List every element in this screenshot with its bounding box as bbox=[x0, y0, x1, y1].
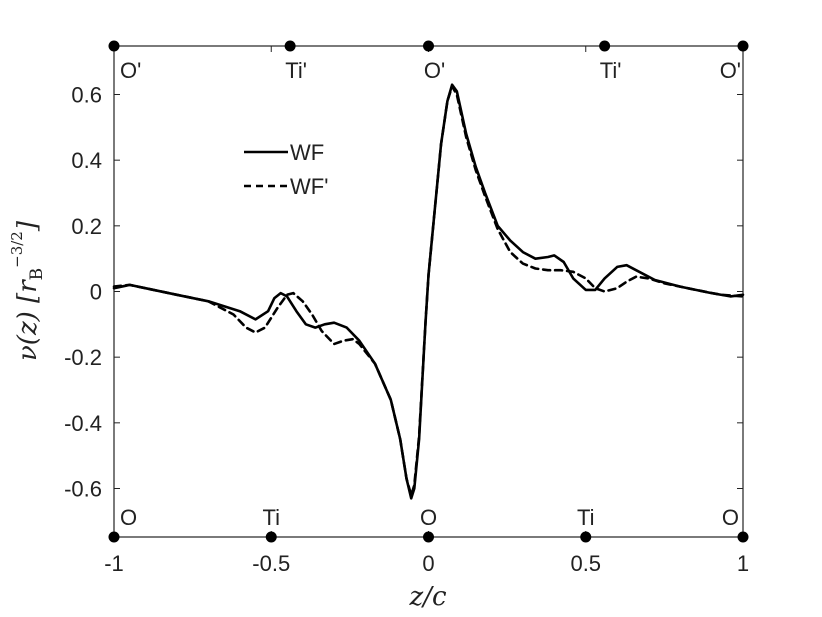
atom-label-top: O' bbox=[720, 58, 741, 83]
x-axis-label: z/c bbox=[408, 582, 446, 612]
atom-marker-bottom bbox=[580, 531, 592, 543]
atom-marker-bottom bbox=[423, 531, 434, 543]
y-tick-label: 0.4 bbox=[71, 148, 102, 173]
x-tick-label: 1 bbox=[737, 551, 749, 576]
ticks-layer: -1 -0.5 0 0.5 1 -0.6 -0.4 -0.2 0 0.2 0.4 0.6 bbox=[64, 46, 749, 576]
legend-label-wf: WF bbox=[290, 140, 324, 165]
legend: WF WF' bbox=[244, 140, 328, 199]
y-tick-label: 0 bbox=[90, 280, 102, 305]
series-layer bbox=[112, 83, 745, 500]
atom-marker-bottom bbox=[265, 531, 277, 543]
atom-marker-top bbox=[737, 40, 749, 52]
atom-marker-top bbox=[108, 40, 120, 52]
atom-marker-top bbox=[284, 40, 296, 52]
y-axis-label: ν(z) [rB−3/2] bbox=[8, 220, 47, 361]
atom-marker-bottom bbox=[737, 531, 749, 543]
atom-label-top: O' bbox=[120, 58, 141, 83]
atom-label-bottom: Ti bbox=[577, 505, 595, 530]
series-line-wf bbox=[112, 83, 745, 500]
atom-label-bottom: O bbox=[120, 505, 137, 530]
x-tick-label: 0 bbox=[422, 551, 434, 576]
atom-marker-top bbox=[423, 40, 434, 52]
y-tick-label: -0.4 bbox=[64, 411, 102, 436]
y-tick-label: 0.6 bbox=[71, 83, 102, 108]
atom-label-top: Ti' bbox=[600, 58, 622, 83]
series-line-wfprime bbox=[112, 85, 745, 497]
atom-label-bottom: O bbox=[420, 505, 437, 530]
atom-label-bottom: O bbox=[722, 505, 739, 530]
atom-marker-bottom bbox=[108, 531, 120, 543]
legend-label-wfprime: WF' bbox=[290, 174, 328, 199]
atom-marker-top bbox=[599, 40, 611, 52]
atom-label-bottom: Ti bbox=[262, 505, 280, 530]
x-tick-label: -1 bbox=[104, 551, 124, 576]
svg-text:ν(z) [rB−3/2]: ν(z) [rB−3/2] bbox=[8, 220, 47, 361]
atoms-layer: O' Ti' O' Ti' O' O Ti O Ti O bbox=[108, 40, 749, 543]
atom-label-top: O' bbox=[424, 58, 445, 83]
x-tick-label: -0.5 bbox=[252, 551, 290, 576]
x-tick-label: 0.5 bbox=[570, 551, 601, 576]
atom-label-top: Ti' bbox=[285, 58, 307, 83]
y-tick-label: -0.2 bbox=[64, 345, 102, 370]
y-tick-label: -0.6 bbox=[64, 476, 102, 501]
y-tick-label: 0.2 bbox=[71, 214, 102, 239]
